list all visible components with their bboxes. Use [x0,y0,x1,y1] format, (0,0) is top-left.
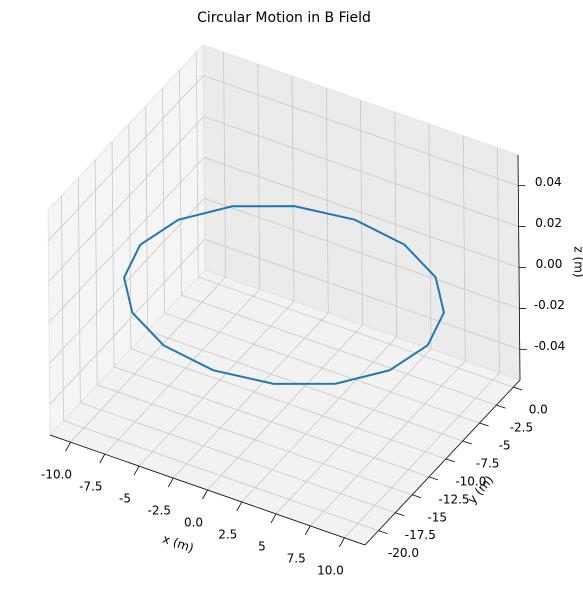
z-tick-label: 0.04 [535,175,562,189]
x-axis-label: x (m) [161,532,196,556]
grid-line [138,300,295,467]
grid-line [113,366,430,478]
trajectory [123,205,445,385]
y-tick-label: -20.0 [388,546,419,560]
x-tick-label: 10.0 [317,563,344,577]
tick-mark [270,513,277,524]
grid-line [204,198,520,309]
grid-line [172,312,329,479]
grid-line [47,75,204,241]
y-tick-label: -15 [427,510,447,524]
grid-line [203,116,519,227]
x-tick-label: 2.5 [218,527,237,541]
z-tick-label: 0.00 [536,257,563,271]
grid-line [207,324,363,491]
tick-mark [445,458,455,463]
grid-line [63,420,379,532]
grid-line [49,239,206,405]
y-axis-line [364,379,521,546]
tick-mark [462,440,472,445]
grid-line [241,336,398,503]
grid-line [198,276,514,388]
grid-line [203,75,519,187]
grid-line [130,348,447,460]
tick-mark [412,494,422,499]
z-axis-line [517,154,521,381]
tick-mark [339,537,345,548]
x-tick-label: 0.0 [184,516,203,530]
grid-line [147,330,463,442]
y-tick-label: 0.0 [529,403,548,417]
x-tick-label: -5 [119,492,131,506]
tick-mark [496,404,506,409]
grid-line [164,312,480,424]
tick-mark [395,512,405,517]
x-axis-line [49,434,366,546]
grid-line [48,116,204,282]
x-tick-label: 7.5 [287,551,306,565]
grid-line [203,157,520,268]
grid-line [104,288,261,455]
grid-line [309,360,466,527]
grid-line [49,198,205,364]
y-tick-label: -2.5 [510,421,533,435]
tick-mark [378,530,388,535]
y-tick-label: -7.5 [476,456,499,470]
grid-line [181,294,497,406]
z-tick-label: 0.02 [535,216,562,230]
tick-mark [133,465,140,476]
tick-mark [428,476,439,481]
y-tick-label: -17.5 [405,528,436,542]
tick-mark [513,386,523,391]
grid-line [204,238,520,350]
tick-mark [304,525,311,536]
grid-line [48,157,205,323]
grid-line [80,402,396,514]
x-tick-label: -10.0 [41,468,72,482]
tick-mark [99,453,106,464]
chart-title: Circular Motion in B Field [197,10,371,26]
x-tick-label: -7.5 [79,480,102,494]
tick-mark [236,501,243,512]
grid-line [70,276,226,443]
grid-line [97,384,413,496]
x-tick-label: 5 [258,539,266,553]
grid-line [344,372,500,539]
y-tick-label: -10.0 [455,474,486,488]
tick-mark [65,441,71,452]
grid-line [275,348,432,515]
y-tick-label: -5 [499,439,511,453]
tick-mark [479,422,489,427]
x-tick-label: -2.5 [148,504,171,518]
tick-mark [202,489,208,500]
y-tick-label: -12.5 [438,492,469,506]
tick-mark [167,477,174,488]
z-tick-label: -0.02 [534,298,565,312]
z-tick-label: -0.04 [534,339,565,353]
z-axis-label: z (m) [572,246,583,277]
